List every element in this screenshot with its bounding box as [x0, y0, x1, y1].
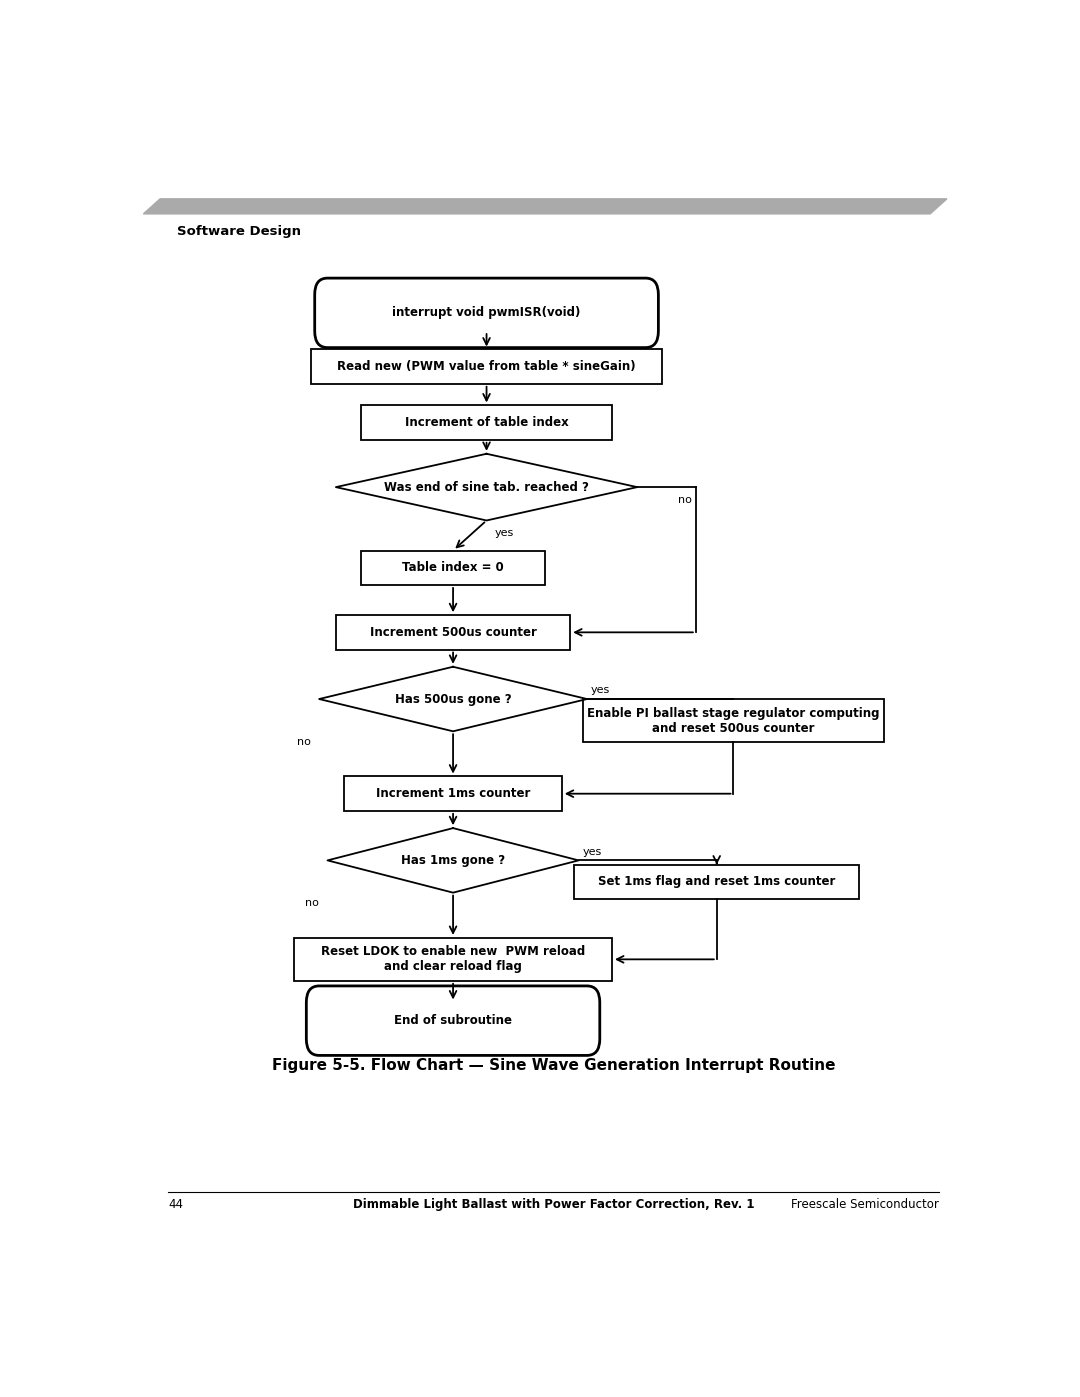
- FancyBboxPatch shape: [345, 777, 562, 810]
- FancyBboxPatch shape: [583, 698, 885, 742]
- FancyBboxPatch shape: [307, 986, 599, 1055]
- Text: yes: yes: [591, 686, 610, 696]
- Polygon shape: [320, 666, 588, 731]
- Text: yes: yes: [495, 528, 514, 538]
- Text: Software Design: Software Design: [177, 225, 301, 237]
- Text: no: no: [678, 495, 691, 506]
- Text: End of subroutine: End of subroutine: [394, 1014, 512, 1027]
- Text: Reset LDOK to enable new  PWM reload
and clear reload flag: Reset LDOK to enable new PWM reload and …: [321, 946, 585, 974]
- FancyBboxPatch shape: [311, 349, 662, 384]
- FancyBboxPatch shape: [294, 937, 612, 981]
- Text: Figure 5-5. Flow Chart — Sine Wave Generation Interrupt Routine: Figure 5-5. Flow Chart — Sine Wave Gener…: [272, 1059, 835, 1073]
- Text: Freescale Semiconductor: Freescale Semiconductor: [791, 1199, 939, 1211]
- Text: no: no: [306, 898, 320, 908]
- Text: no: no: [297, 738, 311, 747]
- Text: Increment of table index: Increment of table index: [405, 416, 568, 429]
- Text: Was end of sine tab. reached ?: Was end of sine tab. reached ?: [384, 481, 589, 493]
- FancyBboxPatch shape: [361, 405, 612, 440]
- Text: Read new (PWM value from table * sineGain): Read new (PWM value from table * sineGai…: [337, 360, 636, 373]
- Text: interrupt void pwmISR(void): interrupt void pwmISR(void): [392, 306, 581, 320]
- FancyBboxPatch shape: [336, 615, 570, 650]
- Polygon shape: [336, 454, 637, 521]
- Text: Table index = 0: Table index = 0: [402, 562, 504, 574]
- Text: 44: 44: [168, 1199, 184, 1211]
- FancyBboxPatch shape: [314, 278, 659, 348]
- Polygon shape: [327, 828, 579, 893]
- Text: Has 500us gone ?: Has 500us gone ?: [395, 693, 511, 705]
- FancyBboxPatch shape: [575, 865, 859, 900]
- Text: Set 1ms flag and reset 1ms counter: Set 1ms flag and reset 1ms counter: [598, 876, 836, 888]
- Text: Has 1ms gone ?: Has 1ms gone ?: [401, 854, 505, 868]
- Polygon shape: [144, 198, 947, 214]
- Text: Enable PI ballast stage regulator computing
and reset 500us counter: Enable PI ballast stage regulator comput…: [588, 707, 880, 735]
- Text: Dimmable Light Ballast with Power Factor Correction, Rev. 1: Dimmable Light Ballast with Power Factor…: [353, 1199, 754, 1211]
- Text: yes: yes: [583, 847, 602, 856]
- Text: Increment 500us counter: Increment 500us counter: [369, 626, 537, 638]
- FancyBboxPatch shape: [361, 550, 545, 585]
- Text: Increment 1ms counter: Increment 1ms counter: [376, 787, 530, 800]
